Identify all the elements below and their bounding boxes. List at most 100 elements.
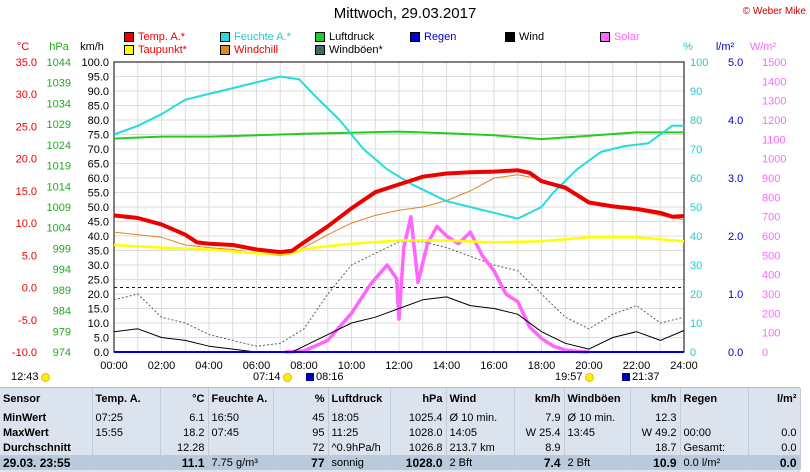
x-tick-label: 00:00 <box>100 360 128 372</box>
axis-tick-label-wind: 50.0 <box>88 202 109 214</box>
axis-tick-label-temp: 30.0 <box>16 89 37 101</box>
x-tick-label: 10:00 <box>338 360 366 372</box>
stats-row-average: Durchschnitt 12.28 72 ^0.9hPa/h 1026.8 2… <box>0 440 801 455</box>
axis-tick-label-solar: 1000 <box>762 154 786 166</box>
axis-tick-label-solar: 800 <box>762 192 780 204</box>
axis-tick-label-pressure: 1024 <box>47 140 71 152</box>
x-tick-label: 14:00 <box>433 360 461 372</box>
stats-cell: 18.2 <box>160 425 209 440</box>
stats-cell: 0.0 <box>748 425 801 440</box>
weather-chart: 35.0 30.0 25.0 20.0 15.0 10.0 5.0 0.0 -5.0 -10.0 °… <box>12 41 787 372</box>
axis-tick-label-pressure: 1029 <box>47 119 71 131</box>
axis-tick-label-humidity: 50 <box>690 202 702 214</box>
legend-swatch-windchill <box>220 45 230 56</box>
stats-cell: 07:25 <box>92 410 161 425</box>
stats-header-wind-unit: km/h <box>514 388 565 410</box>
series-line-wind <box>113 296 685 353</box>
stats-row-min: MinWert 07:25 6.1 16:50 45 18:05 1025.4 … <box>0 410 801 425</box>
axis-tick-label-temp: 35.0 <box>16 57 37 69</box>
axis-tick-label-pressure: 979 <box>53 326 71 338</box>
legend-label-gusts: Windböen* <box>329 44 383 56</box>
axis-unit-humidity: % <box>683 41 693 53</box>
stats-cell <box>208 440 274 455</box>
stats-cell: 213.7 km <box>446 440 515 455</box>
stats-cell: ^0.9hPa/h <box>328 440 391 455</box>
sunrise-time: 07:14 <box>253 371 281 383</box>
axis-unit-pressure: hPa <box>49 41 69 53</box>
axis-unit-wind: km/h <box>80 41 104 53</box>
x-tick-label: 22:00 <box>623 360 651 372</box>
series-line-taupunkt <box>113 236 685 255</box>
stats-cell: Gesamt: <box>680 440 749 455</box>
stats-cell: 12.28 <box>160 440 209 455</box>
axis-tick-label-humidity: 60 <box>690 173 702 185</box>
axis-tick-label-solar: 100 <box>762 328 780 340</box>
axis-tick-label-pressure: 1034 <box>47 98 71 110</box>
stats-cell: 45 <box>273 410 329 425</box>
legend-pressure: Luftdruck <box>315 31 374 43</box>
x-tick-label: 02:00 <box>148 360 176 372</box>
legend-wind: Wind <box>505 31 544 43</box>
axis-tick-label-wind: 35.0 <box>88 246 109 258</box>
axis-tick-label-wind: 80.0 <box>88 115 109 127</box>
legend-swatch-gusts <box>315 45 325 56</box>
x-tick-label: 08:00 <box>290 360 318 372</box>
x-tick-label: 12:00 <box>385 360 413 372</box>
axis-tick-label-pressure: 1014 <box>47 181 71 193</box>
sunrise-icon <box>282 372 292 382</box>
legend-label-rain: Regen <box>424 31 457 43</box>
legend-swatch-humidity <box>220 32 230 43</box>
stats-header-humidity: Feuchte A. <box>208 388 274 410</box>
axis-tick-label-solar: 1200 <box>762 115 786 127</box>
moonrise-marker: 08:16 <box>306 371 344 383</box>
axis-tick-label-solar: 900 <box>762 173 780 185</box>
axis-tick-label-rain: 4.0 <box>728 115 743 127</box>
legend-swatch-dewpoint <box>124 45 134 56</box>
axis-tick-label-rain: 0.0 <box>728 347 743 359</box>
stats-cell: sonnig <box>328 455 391 470</box>
stats-cell: 13:45 <box>564 425 631 440</box>
axis-tick-label-solar: 200 <box>762 308 780 320</box>
stats-header-humidity-unit: % <box>273 388 329 410</box>
stats-cell: 11:25 <box>328 425 391 440</box>
stats-cell: MaxWert <box>0 425 93 440</box>
stats-header-temp: Temp. A. <box>92 388 161 410</box>
axis-tick-label-wind: 30.0 <box>88 260 109 272</box>
axis-tick-label-pressure: 1044 <box>47 57 71 69</box>
stats-cell <box>564 440 631 455</box>
stats-cell: 6.1 <box>160 410 209 425</box>
moonset-icon <box>622 373 630 382</box>
stats-cell: 2 Bft <box>564 455 631 470</box>
series-line-solar <box>284 214 590 354</box>
stats-cell: 1026.8 <box>390 440 447 455</box>
stats-cell: 95 <box>273 425 329 440</box>
axis-tick-label-humidity: 90 <box>690 86 702 98</box>
axis-tick-label-solar: 300 <box>762 289 780 301</box>
sun-icon <box>40 372 50 382</box>
axis-tick-label-pressure: 994 <box>53 264 71 276</box>
axis-tick-label-pressure: 974 <box>53 347 71 359</box>
axis-tick-label-temp: 10.0 <box>16 218 37 230</box>
stats-cell <box>748 410 801 425</box>
axis-tick-label-rain: 2.0 <box>728 231 743 243</box>
series-line-tempa <box>113 168 685 255</box>
legend-label-humidity: Feuchte A.* <box>234 31 291 43</box>
series-line-luftdruck <box>113 130 684 141</box>
legend-swatch-wind <box>505 32 515 43</box>
legend-swatch-rain <box>410 32 420 43</box>
x-tick-label: 24:00 <box>670 360 698 372</box>
moonset-time: 21:37 <box>632 371 660 383</box>
stats-header-rain-unit: l/m² <box>748 388 801 410</box>
axis-tick-label-solar: 1300 <box>762 96 786 108</box>
axis-tick-label-wind: 95.0 <box>88 72 109 84</box>
axis-tick-label-solar: 1500 <box>762 57 786 69</box>
axis-tick-label-humidity: 40 <box>690 231 702 243</box>
legend-label-solar: Solar <box>614 31 640 43</box>
legend-dewpoint: Taupunkt* <box>124 44 187 56</box>
stats-header-rain: Regen <box>680 388 749 410</box>
axis-tick-label-pressure: 989 <box>53 285 71 297</box>
stats-cell: MinWert <box>0 410 93 425</box>
x-tick-label: 06:00 <box>243 360 271 372</box>
legend-solar: Solar <box>600 31 640 43</box>
axis-tick-label-solar: 500 <box>762 250 780 262</box>
